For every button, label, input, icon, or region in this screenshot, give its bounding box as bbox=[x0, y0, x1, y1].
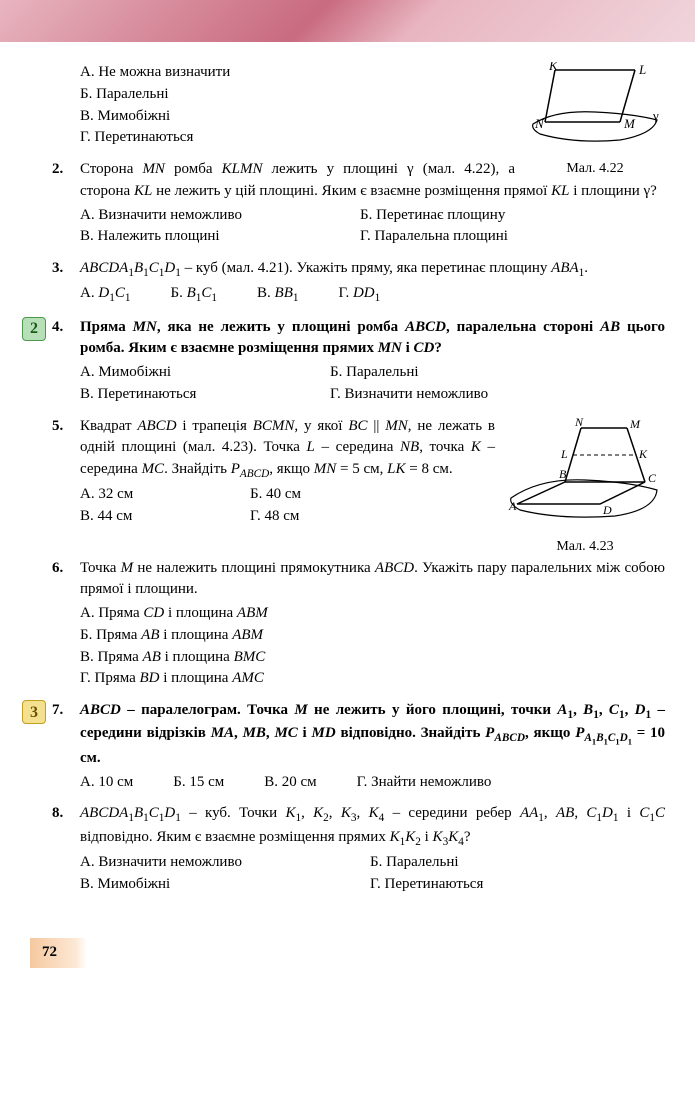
text-8: ABCDA1B1C1D1 – куб. Точки K1, K2, K3, K4… bbox=[80, 805, 665, 844]
page-footer: 72 bbox=[0, 946, 695, 974]
opt-6v: В. Пряма AB і площина BMC bbox=[80, 647, 665, 669]
page-number: 72 bbox=[30, 938, 87, 968]
opt-7a: А. 10 см bbox=[80, 772, 133, 794]
pnum-5: 5. bbox=[52, 416, 63, 438]
level-badge-3: 3 bbox=[22, 700, 46, 724]
problem-5: 5. Квадрат ABCD і трапеція BCMN, у якої … bbox=[80, 416, 500, 528]
label-M: M bbox=[623, 116, 636, 131]
text-4: Пряма MN, яка не лежить у площині ромба … bbox=[80, 319, 665, 357]
opt-1b: Б. Паралельні bbox=[80, 84, 515, 106]
svg-text:C: C bbox=[648, 471, 657, 485]
text-7: ABCD – паралелограм. Точка M не лежить у… bbox=[80, 702, 665, 766]
svg-text:B: B bbox=[559, 467, 567, 481]
problem-2: 2. Сторона MN ромба KLMN лежить у площин… bbox=[80, 159, 665, 248]
opt-2b: Б. Перетинає площину bbox=[360, 205, 505, 227]
text-2: Сторона MN ромба KLMN лежить у площині γ… bbox=[80, 161, 657, 199]
opt-6g: Г. Пряма BD і площина AMC bbox=[80, 668, 665, 690]
opt-3v: В. BB1 bbox=[257, 283, 298, 306]
header-gradient bbox=[0, 0, 695, 42]
page-content: K L N M γ Мал. 4.22 А. Не можна визначит… bbox=[0, 42, 695, 926]
problem-4: 2 4. Пряма MN, яка не лежить у площині р… bbox=[80, 317, 665, 406]
svg-text:D: D bbox=[602, 503, 612, 517]
pnum-8: 8. bbox=[52, 803, 63, 825]
problem-8: 8. ABCDA1B1C1D1 – куб. Точки K1, K2, K3,… bbox=[80, 803, 665, 895]
opt-8v: В. Мимобіжні bbox=[80, 874, 340, 896]
opt-5b: Б. 40 см bbox=[250, 484, 390, 506]
opt-7g: Г. Знайти неможливо bbox=[357, 772, 492, 794]
label-N: N bbox=[534, 116, 545, 131]
pnum-6: 6. bbox=[52, 558, 63, 580]
text-5: Квадрат ABCD і трапеція BCMN, у якої BC … bbox=[80, 418, 495, 478]
opt-5g: Г. 48 см bbox=[250, 506, 390, 528]
opt-1v: В. Мимобіжні bbox=[80, 106, 515, 128]
opt-6a: А. Пряма CD і площина ABM bbox=[80, 603, 665, 625]
problem-1-options: А. Не можна визначити Б. Паралельні В. М… bbox=[80, 62, 515, 149]
figure-caption-423: Мал. 4.23 bbox=[505, 537, 665, 557]
opt-4g: Г. Визначити неможливо bbox=[330, 384, 488, 406]
problem-7: 3 7. ABCD – паралелограм. Точка M не леж… bbox=[80, 700, 665, 793]
opt-6b: Б. Пряма AB і площина ABM bbox=[80, 625, 665, 647]
opt-8b: Б. Паралельні bbox=[370, 852, 510, 874]
opt-7v: В. 20 см bbox=[264, 772, 316, 794]
pnum-4: 4. bbox=[52, 317, 63, 339]
problem-3: 3. ABCDA1B1C1D1 – куб (мал. 4.21). Укажі… bbox=[80, 258, 665, 307]
pnum-2: 2. bbox=[52, 159, 63, 181]
opt-3b: Б. B1C1 bbox=[170, 283, 217, 306]
figure-4-23: A B C D N M L K Мал. 4.23 bbox=[505, 416, 665, 558]
opt-5v: В. 44 см bbox=[80, 506, 220, 528]
opt-2g: Г. Паралельна площині bbox=[360, 226, 508, 248]
label-K: K bbox=[548, 62, 559, 73]
pnum-3: 3. bbox=[52, 258, 63, 280]
opt-8a: А. Визначити неможливо bbox=[80, 852, 340, 874]
opt-2v: В. Належить площині bbox=[80, 226, 330, 248]
pnum-7: 7. bbox=[52, 700, 63, 722]
opt-4b: Б. Паралельні bbox=[330, 362, 470, 384]
label-L: L bbox=[638, 62, 646, 77]
level-badge-2: 2 bbox=[22, 317, 46, 341]
opt-4v: В. Перетинаються bbox=[80, 384, 300, 406]
svg-text:L: L bbox=[560, 447, 568, 461]
opt-8g: Г. Перетинаються bbox=[370, 874, 510, 896]
opt-2a: А. Визначити неможливо bbox=[80, 205, 330, 227]
opt-1a: А. Не можна визначити bbox=[80, 62, 515, 84]
opt-5a: А. 32 см bbox=[80, 484, 220, 506]
svg-text:M: M bbox=[629, 417, 641, 431]
opt-3g: Г. DD1 bbox=[338, 283, 380, 306]
opt-4a: А. Мимобіжні bbox=[80, 362, 300, 384]
opt-1g: Г. Перетинаються bbox=[80, 127, 515, 149]
svg-text:A: A bbox=[508, 499, 517, 513]
problem-6: 6. Точка M не належить площині прямокутн… bbox=[80, 558, 665, 691]
text-3: ABCDA1B1C1D1 – куб (мал. 4.21). Укажіть … bbox=[80, 260, 588, 276]
label-gamma: γ bbox=[652, 108, 659, 123]
opt-7b: Б. 15 см bbox=[173, 772, 224, 794]
opt-3a: А. D1C1 bbox=[80, 283, 130, 306]
svg-text:N: N bbox=[574, 416, 584, 429]
text-6: Точка M не належить площині прямокутника… bbox=[80, 560, 665, 598]
svg-text:K: K bbox=[638, 447, 648, 461]
